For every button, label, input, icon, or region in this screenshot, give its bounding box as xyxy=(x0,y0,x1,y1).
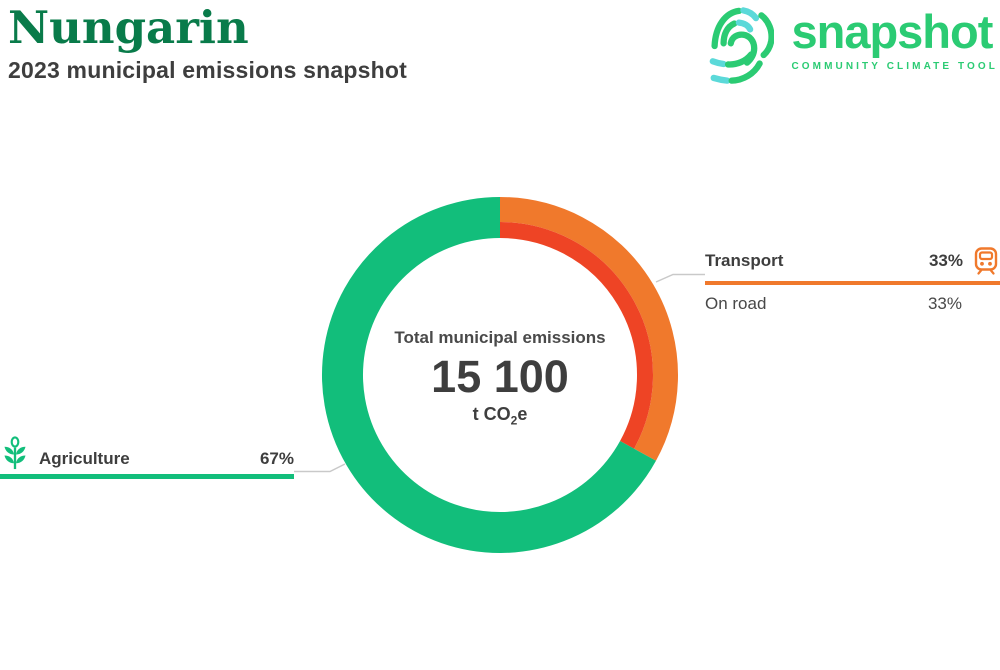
donut-segment-agriculture[interactable] xyxy=(322,197,656,553)
total-emissions-value: 15 100 xyxy=(431,351,569,402)
agriculture-leader-line xyxy=(294,463,346,473)
agriculture-sector-row: Agriculture 67% xyxy=(0,436,294,479)
transport-sector-pct: 33% xyxy=(928,251,963,270)
transport-callout: Transport 33% On road 33% xyxy=(705,247,1000,314)
train-icon xyxy=(972,247,1000,275)
donut-subsegment-on-road[interactable] xyxy=(499,222,653,449)
transport-sector-row: Transport 33% xyxy=(705,247,1000,285)
header: Nungarin 2023 municipal emissions snapsh… xyxy=(8,2,407,84)
page-title: Nungarin xyxy=(8,1,249,54)
agriculture-callout: Agriculture 67% xyxy=(0,436,294,479)
transport-leader-line xyxy=(655,273,705,283)
page-subtitle: 2023 municipal emissions snapshot xyxy=(8,56,408,83)
donut-center-text: Total municipal emissions 15 100 t CO2e xyxy=(375,328,625,428)
wheat-icon xyxy=(0,436,30,471)
snapshot-wordmark: snapshot xyxy=(791,5,993,58)
transport-sector-label: Transport xyxy=(705,251,784,270)
on-road-label: On road xyxy=(705,294,767,313)
total-emissions-unit: t CO2e xyxy=(472,404,528,428)
snapshot-tagline: COMMUNITY CLIMATE TOOL xyxy=(791,61,998,73)
snapshot-logo-text: snapshot COMMUNITY CLIMATE TOOL xyxy=(791,4,998,72)
snapshot-logo: snapshot COMMUNITY CLIMATE TOOL xyxy=(702,4,998,88)
donut-segment-transport[interactable] xyxy=(499,197,678,461)
agriculture-sector-label: Agriculture xyxy=(39,449,130,468)
total-emissions-label: Total municipal emissions xyxy=(394,328,606,347)
transport-subsector-row: On road 33% xyxy=(705,294,1000,314)
on-road-pct: 33% xyxy=(927,294,962,313)
agriculture-sector-pct: 67% xyxy=(259,449,294,468)
snapshot-logo-mark-icon xyxy=(702,4,775,88)
